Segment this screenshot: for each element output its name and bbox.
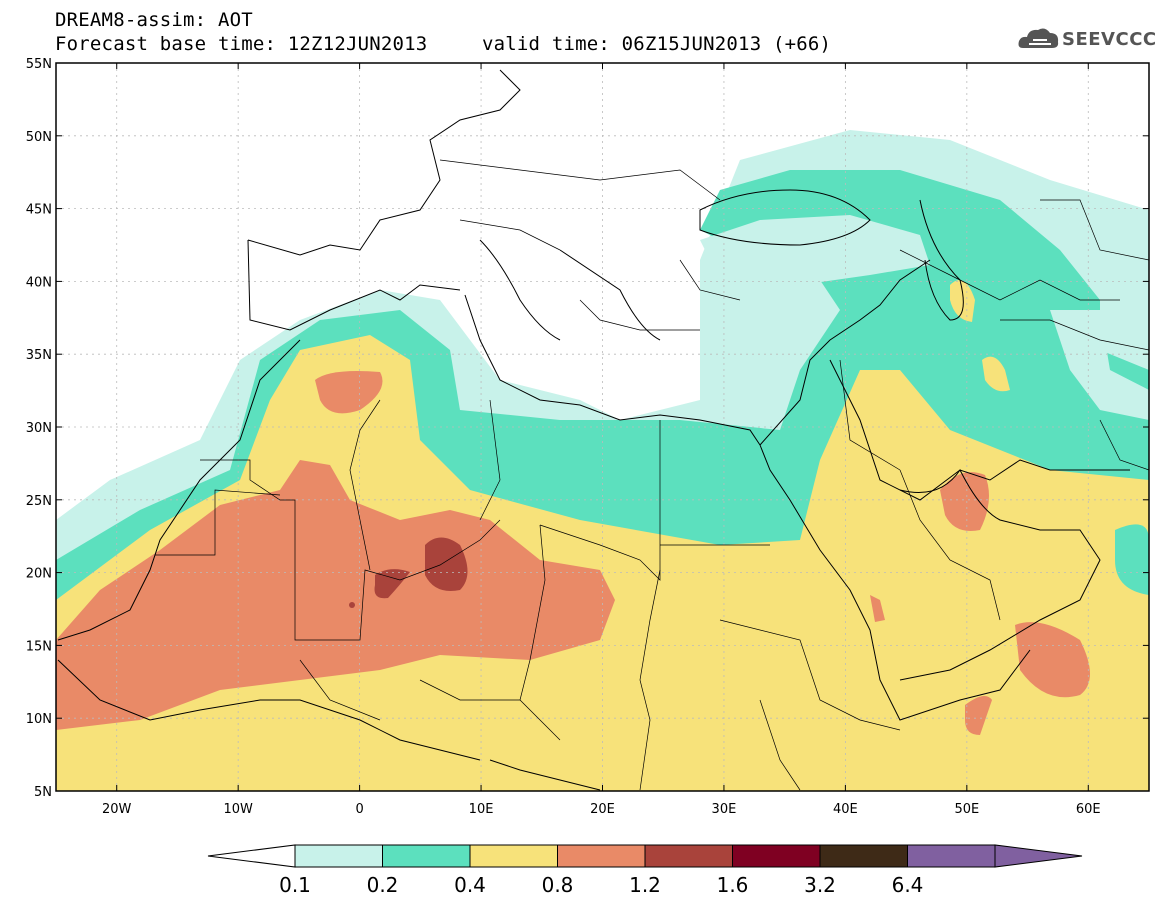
colorbar-label: 0.8	[542, 873, 574, 897]
colorbar: 0.1 0.2 0.4 0.8 1.2 1.6 3.2 6.4	[207, 844, 1083, 897]
lon-tick-label: 20E	[590, 802, 615, 817]
lon-tick-label: 10E	[469, 802, 494, 817]
aot-band-1.2-1.6	[425, 537, 468, 591]
lon-tick-label: 20W	[102, 802, 132, 817]
lat-tick-label: 25N	[26, 494, 52, 509]
lat-tick-label: 15N	[26, 639, 52, 654]
lat-tick-label: 40N	[26, 275, 52, 290]
lat-tick-label: 45N	[26, 203, 52, 218]
colorbar-label: 0.2	[367, 873, 399, 897]
colorbar-swatch	[557, 844, 646, 868]
colorbar-label: 6.4	[892, 873, 924, 897]
colorbar-label: 1.6	[717, 873, 749, 897]
lat-tick-label: 30N	[26, 421, 52, 436]
lat-tick-label: 50N	[26, 130, 52, 145]
lon-tick-label: 40E	[833, 802, 858, 817]
colorbar-swatch	[819, 844, 908, 868]
lon-tick-label: 0	[355, 802, 363, 817]
lon-tick-label: 30E	[712, 802, 737, 817]
lat-tick-label: 5N	[34, 785, 52, 800]
lon-tick-label: 50E	[954, 802, 979, 817]
cloud-icon	[1018, 28, 1059, 48]
colorbar-label: 0.4	[454, 873, 486, 897]
colorbar-swatch	[907, 844, 996, 868]
coastlines	[57, 69, 1130, 791]
lon-tick-label: 10W	[223, 802, 253, 817]
colorbar-swatch	[382, 844, 471, 868]
colorbar-swatch	[469, 844, 558, 868]
seevccc-logo: SEEVCCC	[1062, 29, 1157, 50]
colorbar-swatch	[644, 844, 733, 868]
lat-tick-label: 20N	[26, 567, 52, 582]
borders	[155, 159, 1149, 791]
longitude-ticks: 20W 10W 0 10E 20E 30E 40E 50E 60E	[102, 63, 1101, 817]
colorbar-high-arrow	[994, 844, 1083, 868]
aot-band-0.8-1.2	[56, 460, 615, 730]
forecast-base-time: Forecast base time: 12Z12JUN2013	[55, 33, 428, 55]
lat-tick-label: 35N	[26, 348, 52, 363]
valid-time: valid time: 06Z15JUN2013 (+66)	[482, 33, 832, 55]
map-title: DREAM8-assim: AOT	[55, 9, 253, 31]
lat-tick-label: 55N	[26, 57, 52, 72]
colorbar-label: 3.2	[804, 873, 836, 897]
colorbar-swatch	[732, 844, 821, 868]
colorbar-swatch	[294, 844, 383, 868]
colorbar-label: 0.1	[279, 873, 311, 897]
lat-tick-label: 10N	[26, 712, 52, 727]
latitude-ticks: 55N 50N 45N 40N 35N 30N 25N 20N 15N 10N 5N	[26, 57, 1149, 800]
lon-tick-label: 60E	[1076, 802, 1101, 817]
colorbar-label: 1.2	[629, 873, 661, 897]
colorbar-low-arrow	[207, 844, 296, 868]
